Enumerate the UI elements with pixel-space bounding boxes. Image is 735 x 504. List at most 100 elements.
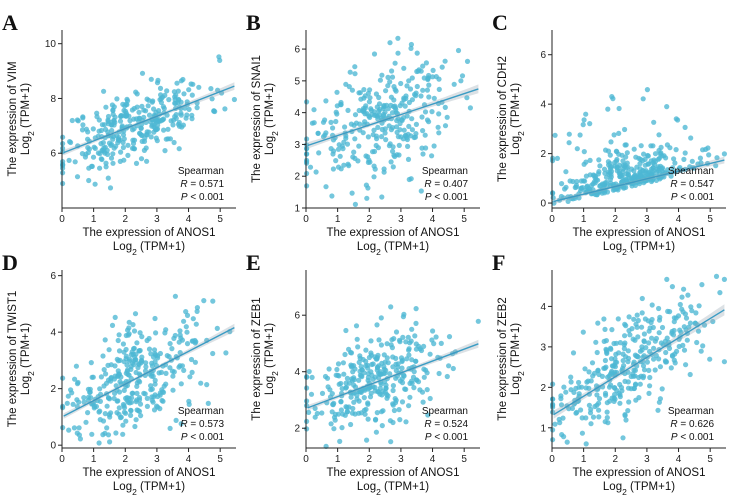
data-point [616, 151, 622, 157]
data-point [616, 105, 622, 112]
data-point [583, 159, 589, 165]
data-point [115, 337, 121, 344]
y-axis-unit: Log2 (TPM+1) [510, 83, 526, 155]
data-point [73, 363, 79, 369]
data-point [586, 369, 592, 375]
data-point [399, 100, 405, 106]
data-point [379, 126, 385, 133]
data-point [409, 116, 415, 122]
data-point [108, 410, 114, 416]
data-point [574, 146, 580, 152]
data-point [601, 316, 607, 322]
data-point [395, 50, 401, 56]
data-point [714, 155, 720, 161]
data-point [442, 58, 448, 64]
y-unit-base: 2 [270, 371, 280, 376]
data-point [652, 367, 658, 373]
data-point [362, 111, 368, 117]
data-point [342, 351, 348, 358]
x-tick-label: 0 [303, 454, 309, 465]
x-axis-title: The expression of ANOS1 [327, 467, 460, 479]
data-point [373, 142, 379, 149]
y-tick-label: 6 [50, 149, 56, 160]
data-point [339, 425, 345, 431]
y-tick-label: 4 [540, 302, 546, 313]
data-point [683, 315, 690, 321]
data-point [178, 110, 184, 116]
x-unit-base: 2 [622, 247, 627, 257]
data-point [664, 142, 671, 148]
data-point [627, 332, 633, 338]
data-point [359, 387, 365, 393]
data-point [137, 330, 143, 336]
data-point [89, 374, 95, 380]
stat-method: Spearman [668, 406, 714, 417]
data-point [568, 374, 574, 380]
data-point [625, 348, 631, 354]
data-point [103, 371, 109, 377]
x-tick-label: 4 [430, 214, 436, 225]
y-axis-title: The expression of VIM [7, 61, 19, 176]
data-point [571, 389, 577, 395]
data-point [70, 401, 76, 407]
data-point [89, 163, 95, 169]
x-unit-prefix: Log [357, 481, 376, 493]
data-point [620, 365, 626, 371]
data-point [137, 379, 143, 385]
data-point [412, 333, 418, 339]
data-point [111, 118, 117, 124]
data-point [573, 410, 579, 416]
data-point [583, 111, 589, 117]
y-unit-suffix: (TPM+1) [20, 83, 32, 131]
y-tick-label: 2 [540, 149, 546, 160]
data-point [107, 439, 113, 445]
stat-p: P < 0.001 [425, 432, 469, 443]
stat-r-label: R [180, 179, 187, 190]
data-point [132, 357, 138, 363]
y-tick-label: 8 [50, 94, 56, 105]
data-point [133, 369, 139, 376]
data-point [134, 390, 140, 396]
data-point [610, 96, 616, 102]
x-tick-label: 0 [549, 214, 555, 225]
stat-method: Spearman [178, 166, 224, 177]
y-unit-suffix: (TPM+1) [510, 323, 522, 371]
data-point [564, 439, 570, 445]
data-point [566, 131, 572, 137]
data-point [642, 156, 648, 162]
data-point [397, 127, 403, 133]
data-point [633, 353, 640, 359]
scatter-points [304, 35, 473, 207]
data-point [694, 339, 700, 346]
x-tick-label: 2 [612, 454, 618, 465]
data-point [413, 131, 419, 137]
data-point [385, 360, 391, 366]
data-point [129, 145, 136, 151]
data-point [167, 425, 173, 431]
data-point [106, 347, 112, 353]
y-axis-unit: Log2 (TPM+1) [264, 83, 280, 155]
data-point [405, 334, 411, 340]
data-point [133, 160, 140, 166]
data-point [408, 41, 414, 48]
data-point [97, 165, 103, 171]
data-point [426, 94, 432, 100]
data-point [634, 312, 640, 318]
data-point [146, 346, 153, 352]
data-point [623, 184, 629, 190]
data-point [420, 151, 426, 157]
data-point [379, 423, 385, 429]
data-point [161, 116, 167, 122]
data-point [657, 364, 664, 370]
data-point [333, 158, 339, 164]
data-point [382, 389, 388, 395]
data-point [607, 152, 613, 158]
data-point [155, 77, 161, 83]
stat-p: P < 0.001 [181, 432, 225, 443]
data-point [617, 340, 624, 346]
data-point [105, 117, 111, 123]
x-tick-label: 0 [549, 454, 555, 465]
data-point [604, 400, 610, 406]
data-point [381, 352, 387, 358]
